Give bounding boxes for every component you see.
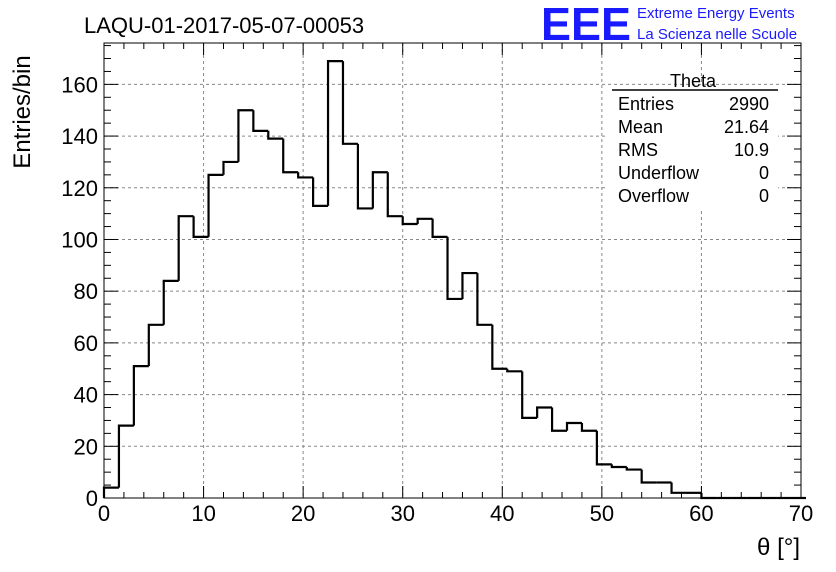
stats-value-mean: 21.64: [724, 117, 769, 137]
run-title: LAQU-01-2017-05-07-00053: [84, 13, 364, 38]
y-tick-labels: 0 20 40 60 80 100 120 140 160: [61, 72, 98, 511]
histogram-bin: [491, 324, 508, 370]
histogram-bin: [461, 271, 478, 299]
histogram-bin: [565, 421, 582, 431]
histogram-bin: [207, 173, 224, 237]
histogram-bin: [312, 177, 329, 207]
x-tick-label: 60: [689, 501, 713, 526]
histogram-bin: [147, 323, 164, 367]
x-tick-label: 70: [789, 501, 813, 526]
histogram-bin: [177, 215, 194, 281]
x-tick-label: 0: [98, 501, 110, 526]
histogram-bin: [536, 406, 553, 418]
histogram-bin: [521, 371, 538, 419]
histogram-bin: [282, 138, 299, 174]
histogram-bin: [162, 279, 179, 325]
histogram-bin: [341, 61, 358, 145]
x-tick-labels: 0 10 20 30 40 50 60 70: [98, 501, 813, 526]
stats-box: Theta Entries 2990 Mean 21.64 RMS 10.9 U…: [608, 71, 778, 210]
histogram-bin: [610, 464, 627, 469]
y-tick-label: 20: [74, 434, 98, 459]
x-tick-label: 20: [291, 501, 315, 526]
histogram-bin: [252, 110, 269, 132]
histogram-bin: [297, 172, 314, 179]
stats-background: [608, 85, 778, 210]
histogram-bin: [326, 59, 343, 206]
x-tick-label: 50: [590, 501, 614, 526]
histogram-bin: [192, 216, 209, 238]
plot-frame: [103, 42, 802, 499]
histogram-bin: [132, 365, 149, 426]
logo-line-2: La Scienza nelle Scuole: [637, 26, 797, 43]
y-tick-label: 160: [61, 72, 98, 97]
x-tick-label: 30: [390, 501, 414, 526]
logo-line-1: Extreme Energy Events: [637, 5, 795, 22]
histogram-bin: [700, 492, 717, 500]
x-axis-label: θ [°]: [757, 534, 800, 561]
y-tick-label: 0: [86, 486, 98, 511]
histogram-bin: [401, 216, 418, 226]
y-tick-label: 60: [74, 331, 98, 356]
histogram-bin: [267, 130, 284, 140]
histogram-bin: [386, 172, 403, 218]
histogram-bin: [416, 217, 433, 224]
histogram-bin: [640, 469, 657, 484]
y-tick-label: 140: [61, 124, 98, 149]
histogram-bin: [117, 424, 134, 488]
histogram-bin: [446, 236, 463, 301]
stats-title: Theta: [670, 71, 717, 91]
y-axis-label: Entries/bin: [9, 55, 36, 168]
stats-value-overflow: 0: [759, 186, 769, 206]
histogram-bin: [102, 486, 119, 498]
stats-label-mean: Mean: [618, 117, 663, 137]
histogram-bin: [550, 407, 568, 432]
y-tick-label: 80: [74, 279, 98, 304]
x-tick-label: 40: [490, 501, 514, 526]
histogram-bin: [222, 160, 239, 175]
stats-label-entries: Entries: [618, 94, 674, 114]
histogram-bin: [595, 430, 612, 466]
stats-value-rms: 10.9: [734, 140, 769, 160]
histogram-bin: [506, 368, 523, 373]
histogram-bin: [356, 143, 373, 210]
stats-label-underflow: Underflow: [618, 163, 700, 183]
stats-value-entries: 2990: [729, 94, 769, 114]
histogram-bin: [431, 218, 448, 238]
eee-logo: EEE: [541, 0, 631, 50]
stats-label-rms: RMS: [618, 140, 658, 160]
histogram-bin: [476, 273, 493, 326]
y-tick-label: 120: [61, 176, 98, 201]
stats-label-overflow: Overflow: [618, 186, 690, 206]
x-tick-label: 10: [191, 501, 215, 526]
stats-value-underflow: 0: [759, 163, 769, 183]
grid-lines: [104, 43, 801, 498]
y-tick-label: 40: [74, 383, 98, 408]
histogram-bin: [580, 423, 597, 432]
histogram-bin: [371, 171, 388, 209]
y-tick-label: 100: [61, 227, 98, 252]
histogram-bin: [625, 466, 642, 471]
histogram-bin: [670, 482, 687, 494]
histogram-bin: [237, 109, 254, 162]
